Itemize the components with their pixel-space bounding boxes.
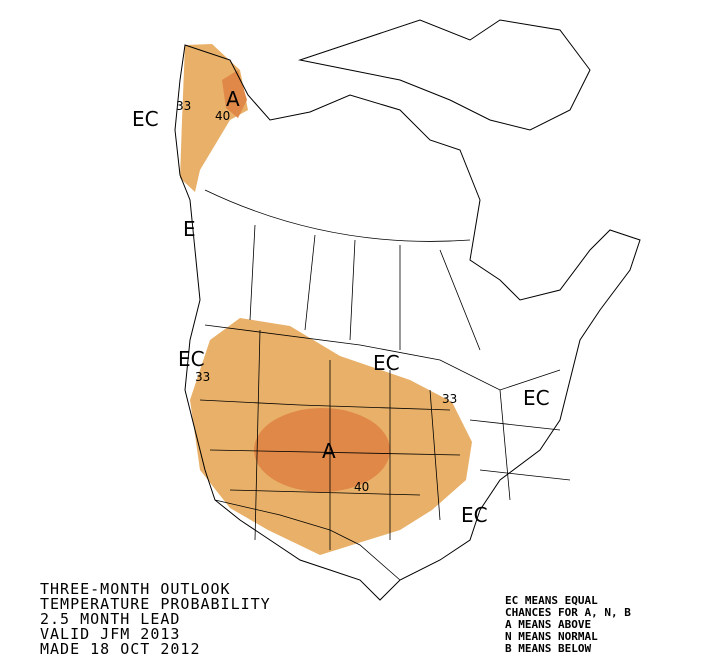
canada-border xyxy=(204,189,471,242)
legend-line: EC MEANS EQUAL xyxy=(505,594,598,607)
map-label: E xyxy=(183,217,196,241)
title-line: 2.5 MONTH LEAD xyxy=(40,610,180,628)
map-label: A xyxy=(322,439,336,463)
map-label: 40 xyxy=(215,109,230,123)
above-40-alaska xyxy=(222,70,247,118)
map-label: EC xyxy=(178,347,205,371)
legend-line: CHANCES FOR A, N, B xyxy=(505,606,631,619)
map-label: 33 xyxy=(176,99,191,113)
map-label: 40 xyxy=(354,480,369,494)
above-40-us xyxy=(254,408,390,492)
title-line: MADE 18 OCT 2012 xyxy=(40,640,201,658)
us-canada-border xyxy=(204,324,561,391)
map-label: 33 xyxy=(442,392,457,406)
legend-line: A MEANS ABOVE xyxy=(505,618,591,631)
map-label: 33 xyxy=(195,370,210,384)
map-label: EC xyxy=(461,503,488,527)
title-line: VALID JFM 2013 xyxy=(40,625,180,643)
title-line: TEMPERATURE PROBABILITY xyxy=(40,595,271,613)
arctic-islands xyxy=(298,19,591,131)
province-borders xyxy=(249,224,481,351)
state-borders xyxy=(199,329,571,550)
title-line: THREE-MONTH OUTLOOK xyxy=(40,580,231,598)
map-label: EC xyxy=(373,351,400,375)
map-label: EC xyxy=(132,107,159,131)
map-label: A xyxy=(226,87,240,111)
legend-line: B MEANS BELOW xyxy=(505,642,591,655)
coastline xyxy=(174,44,641,601)
legend-line: N MEANS NORMAL xyxy=(505,630,598,643)
map-label: EC xyxy=(523,386,550,410)
